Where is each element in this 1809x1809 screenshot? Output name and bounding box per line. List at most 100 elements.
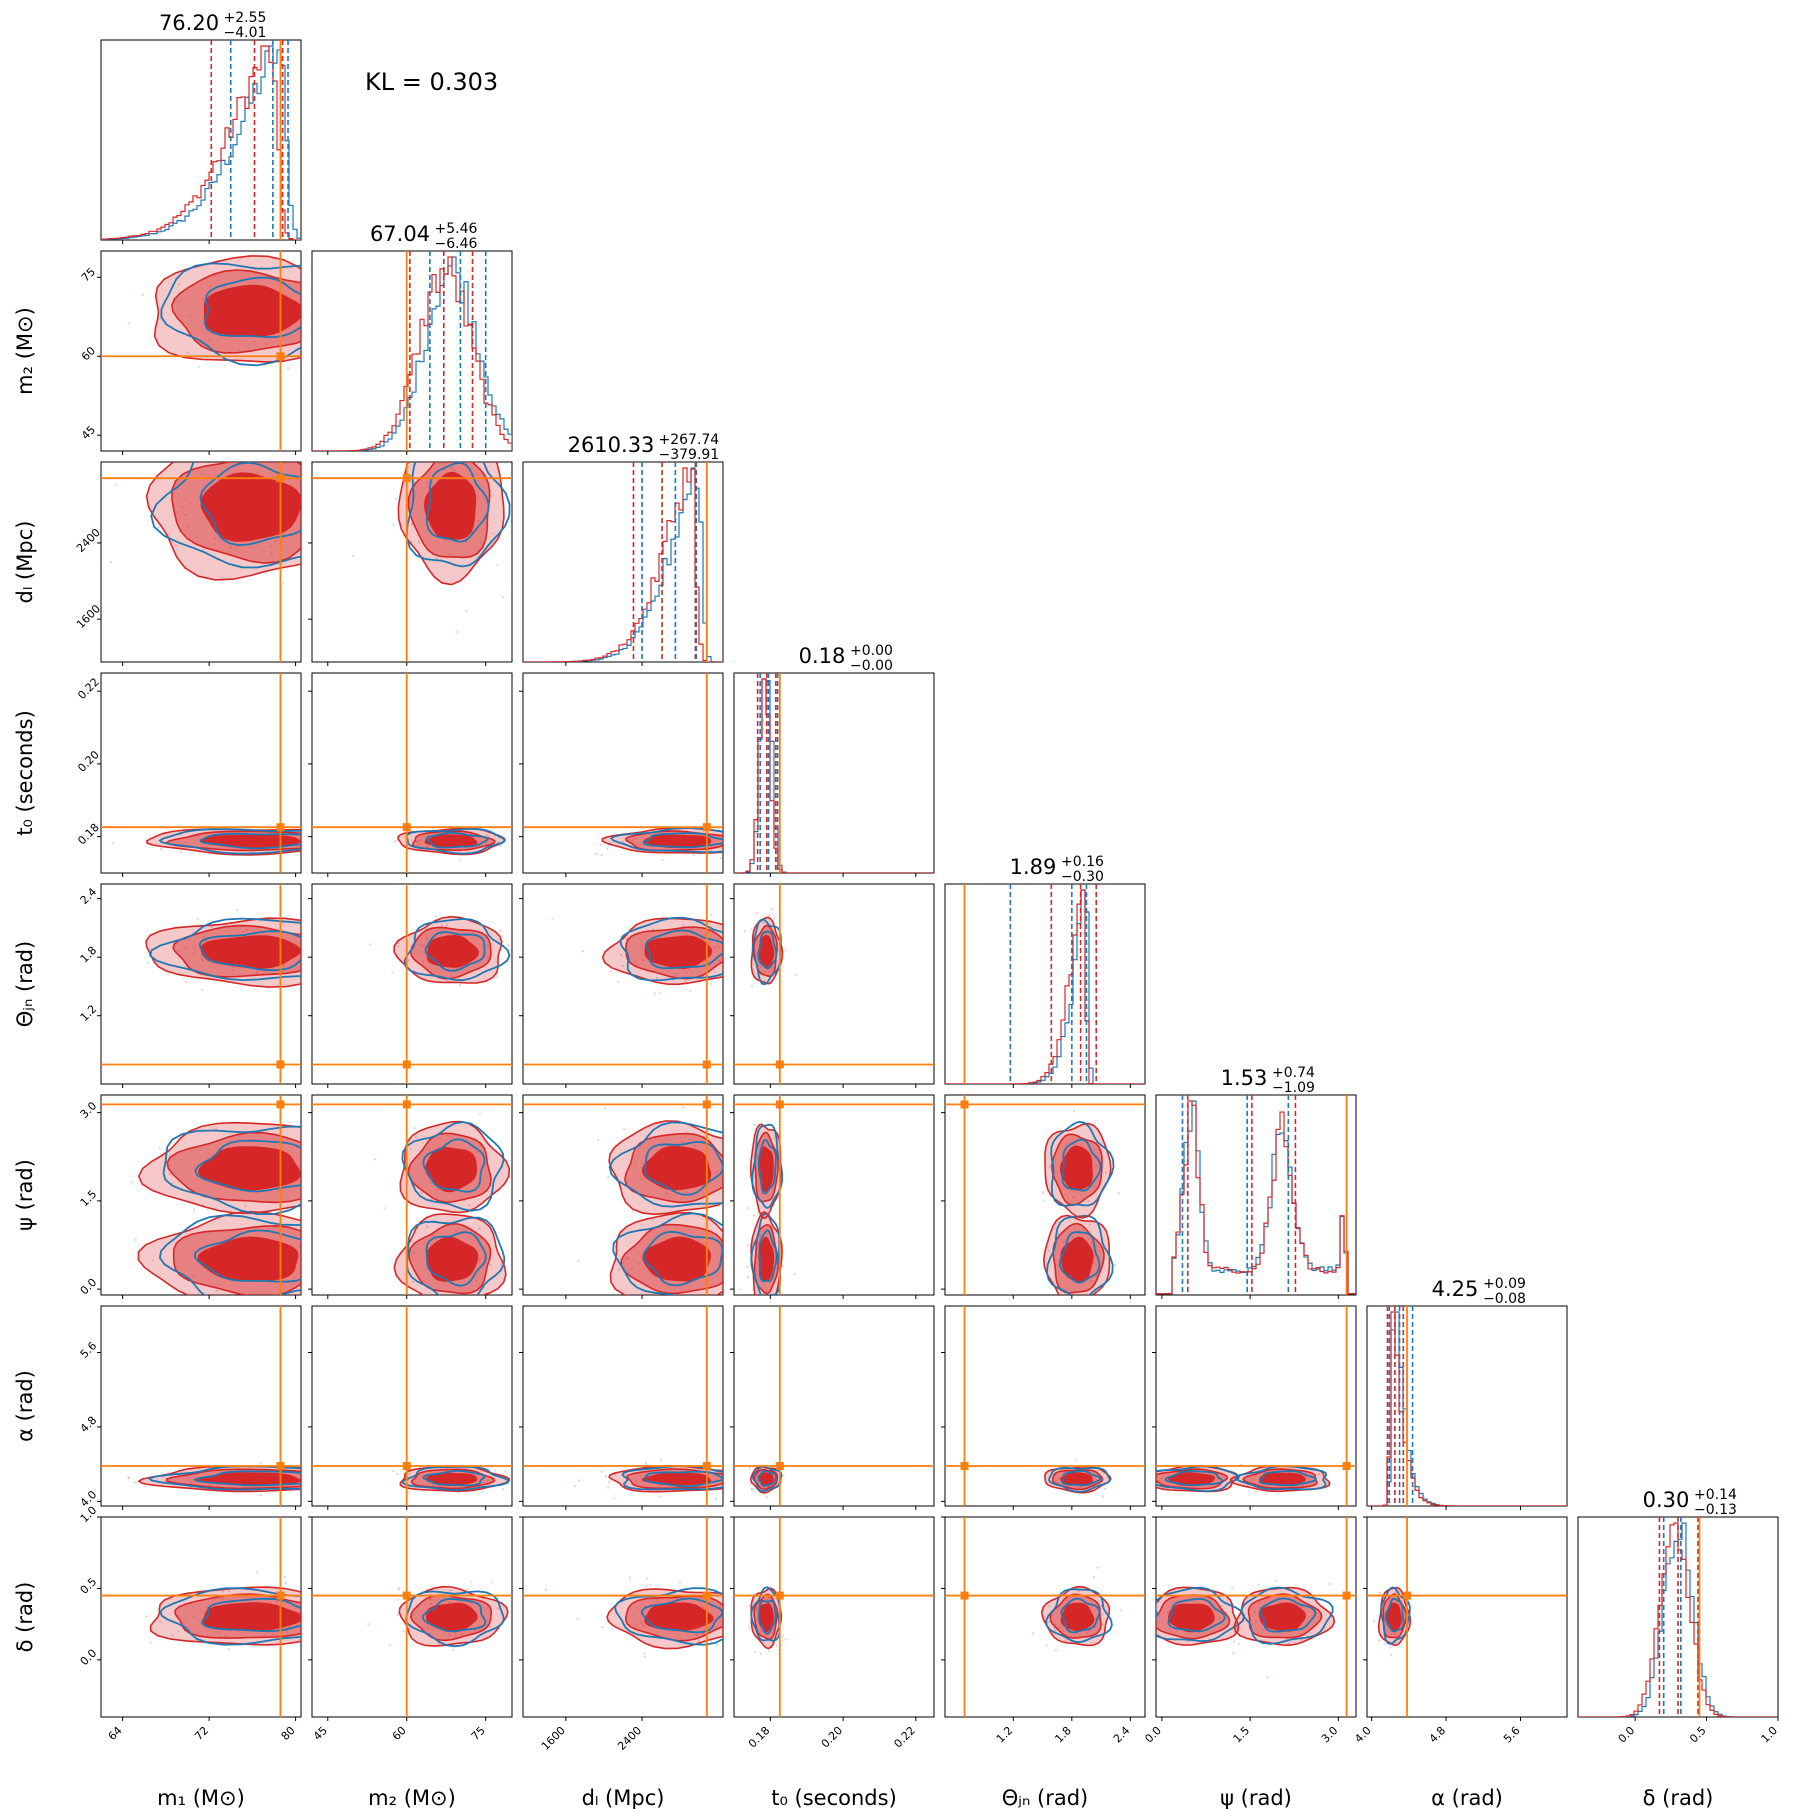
contour-blue-inner <box>644 1141 723 1196</box>
hist-red-m1 <box>101 45 301 240</box>
contour-blue-outer <box>158 1214 301 1295</box>
sample-point <box>410 839 413 842</box>
x-tick-label: 4.0 <box>1352 1724 1374 1746</box>
sample-point <box>499 844 502 848</box>
histogram-theta: 1.89 +0.16−0.30 <box>944 854 1146 1088</box>
sample-point <box>415 840 418 844</box>
sample-point <box>286 1630 289 1633</box>
sample-point <box>454 1485 457 1488</box>
sample-point <box>759 1628 763 1631</box>
sample-point <box>171 1634 174 1637</box>
sample-point <box>202 298 205 301</box>
sample-point <box>702 1632 705 1636</box>
x-tick-label: 80 <box>279 1724 298 1743</box>
hist-title-minus: −0.13 <box>1694 1502 1737 1518</box>
sample-point <box>145 1615 148 1618</box>
sample-point <box>127 322 130 325</box>
sample-point <box>1091 1303 1093 1305</box>
contour-m2-t0 <box>308 672 513 877</box>
sample-point <box>463 1199 466 1202</box>
sample-point <box>756 1606 759 1609</box>
sample-point <box>392 523 395 526</box>
sample-point <box>250 850 253 853</box>
sample-point <box>773 1204 776 1207</box>
sample-point <box>724 932 726 934</box>
contour-blue-inner <box>194 1139 301 1193</box>
sample-point <box>682 923 685 926</box>
sample-point <box>655 1598 658 1601</box>
contour-blue-inner <box>425 462 490 543</box>
sample-point <box>772 1627 775 1630</box>
sample-point <box>1278 1600 1282 1603</box>
sample-point <box>1049 1164 1052 1167</box>
sample-point <box>475 1150 478 1154</box>
y-tick-label: 2.4 <box>78 885 100 907</box>
truth-marker <box>960 1462 969 1470</box>
panel-frame <box>522 461 724 663</box>
sample-point <box>478 1113 481 1116</box>
sample-point <box>394 840 397 843</box>
sample-point <box>420 951 423 954</box>
x-tick-label: 60 <box>390 1724 409 1743</box>
contour-blue-inner <box>201 1597 301 1633</box>
sample-point <box>684 1191 687 1194</box>
sample-point <box>651 927 654 931</box>
y-tick-label: 3.0 <box>78 1099 100 1121</box>
x-tick-label: 0.18 <box>746 1724 773 1751</box>
y-axis-label-dL: dₗ (Mpc) <box>13 521 37 604</box>
sample-point <box>691 927 694 931</box>
sample-point <box>55 930 57 932</box>
sample-point <box>751 1488 754 1491</box>
sample-point <box>645 1577 649 1580</box>
sample-point <box>599 843 602 846</box>
sample-point <box>509 520 512 523</box>
sample-point <box>746 1244 750 1247</box>
contour-blue-inner <box>194 1229 301 1283</box>
sample-point <box>1057 1232 1060 1235</box>
sample-point <box>613 1497 616 1500</box>
sample-point <box>1090 1241 1093 1244</box>
sample-point <box>1101 1495 1104 1498</box>
sample-point <box>449 1589 452 1592</box>
contour-blue-inner <box>1384 1597 1405 1633</box>
sample-point <box>651 1218 654 1221</box>
sample-point <box>784 949 788 952</box>
y-tick-label: 5.6 <box>78 1339 100 1361</box>
contour-blue-inner <box>1059 1231 1101 1284</box>
sample-point <box>1288 1642 1291 1645</box>
sample-point <box>761 1486 765 1489</box>
sample-point <box>190 1481 193 1484</box>
contour-blue-outer <box>1240 1586 1334 1645</box>
sample-point <box>215 1289 218 1292</box>
contour-theta-psi <box>941 1094 1146 1305</box>
x-tick-label: 45 <box>311 1724 330 1743</box>
sample-point <box>309 912 311 914</box>
sample-point <box>441 924 444 928</box>
contour-red-inner <box>1060 1602 1095 1632</box>
y-tick-label: 60 <box>79 344 98 363</box>
sample-point <box>759 1234 762 1237</box>
panel-frame <box>522 883 724 1085</box>
sample-point <box>397 1588 400 1591</box>
sample-point <box>475 1279 478 1282</box>
sample-point <box>412 1613 415 1616</box>
contour-blue-inner <box>421 1597 487 1633</box>
sample-point <box>486 944 489 948</box>
sample-point <box>693 1145 696 1148</box>
sample-point <box>111 842 114 845</box>
sample-point <box>430 1598 433 1601</box>
sample-point <box>494 1469 497 1472</box>
sample-point <box>725 1207 727 1209</box>
truth-marker <box>276 1462 285 1470</box>
histogram-alpha: 4.25 +0.09−0.08 <box>1366 1276 1568 1510</box>
contour-m1-m2: 45 60 75 <box>79 250 302 455</box>
sample-point <box>444 538 447 542</box>
sample-point <box>1096 1566 1099 1569</box>
contour-m2-alpha <box>308 1305 513 1510</box>
sample-point <box>1156 1477 1158 1480</box>
sample-point <box>299 1216 301 1220</box>
truth-marker <box>1342 1591 1351 1600</box>
sample-point <box>259 1462 262 1465</box>
sample-point <box>1065 1599 1069 1602</box>
x-tick-label: 5.6 <box>1501 1724 1523 1746</box>
